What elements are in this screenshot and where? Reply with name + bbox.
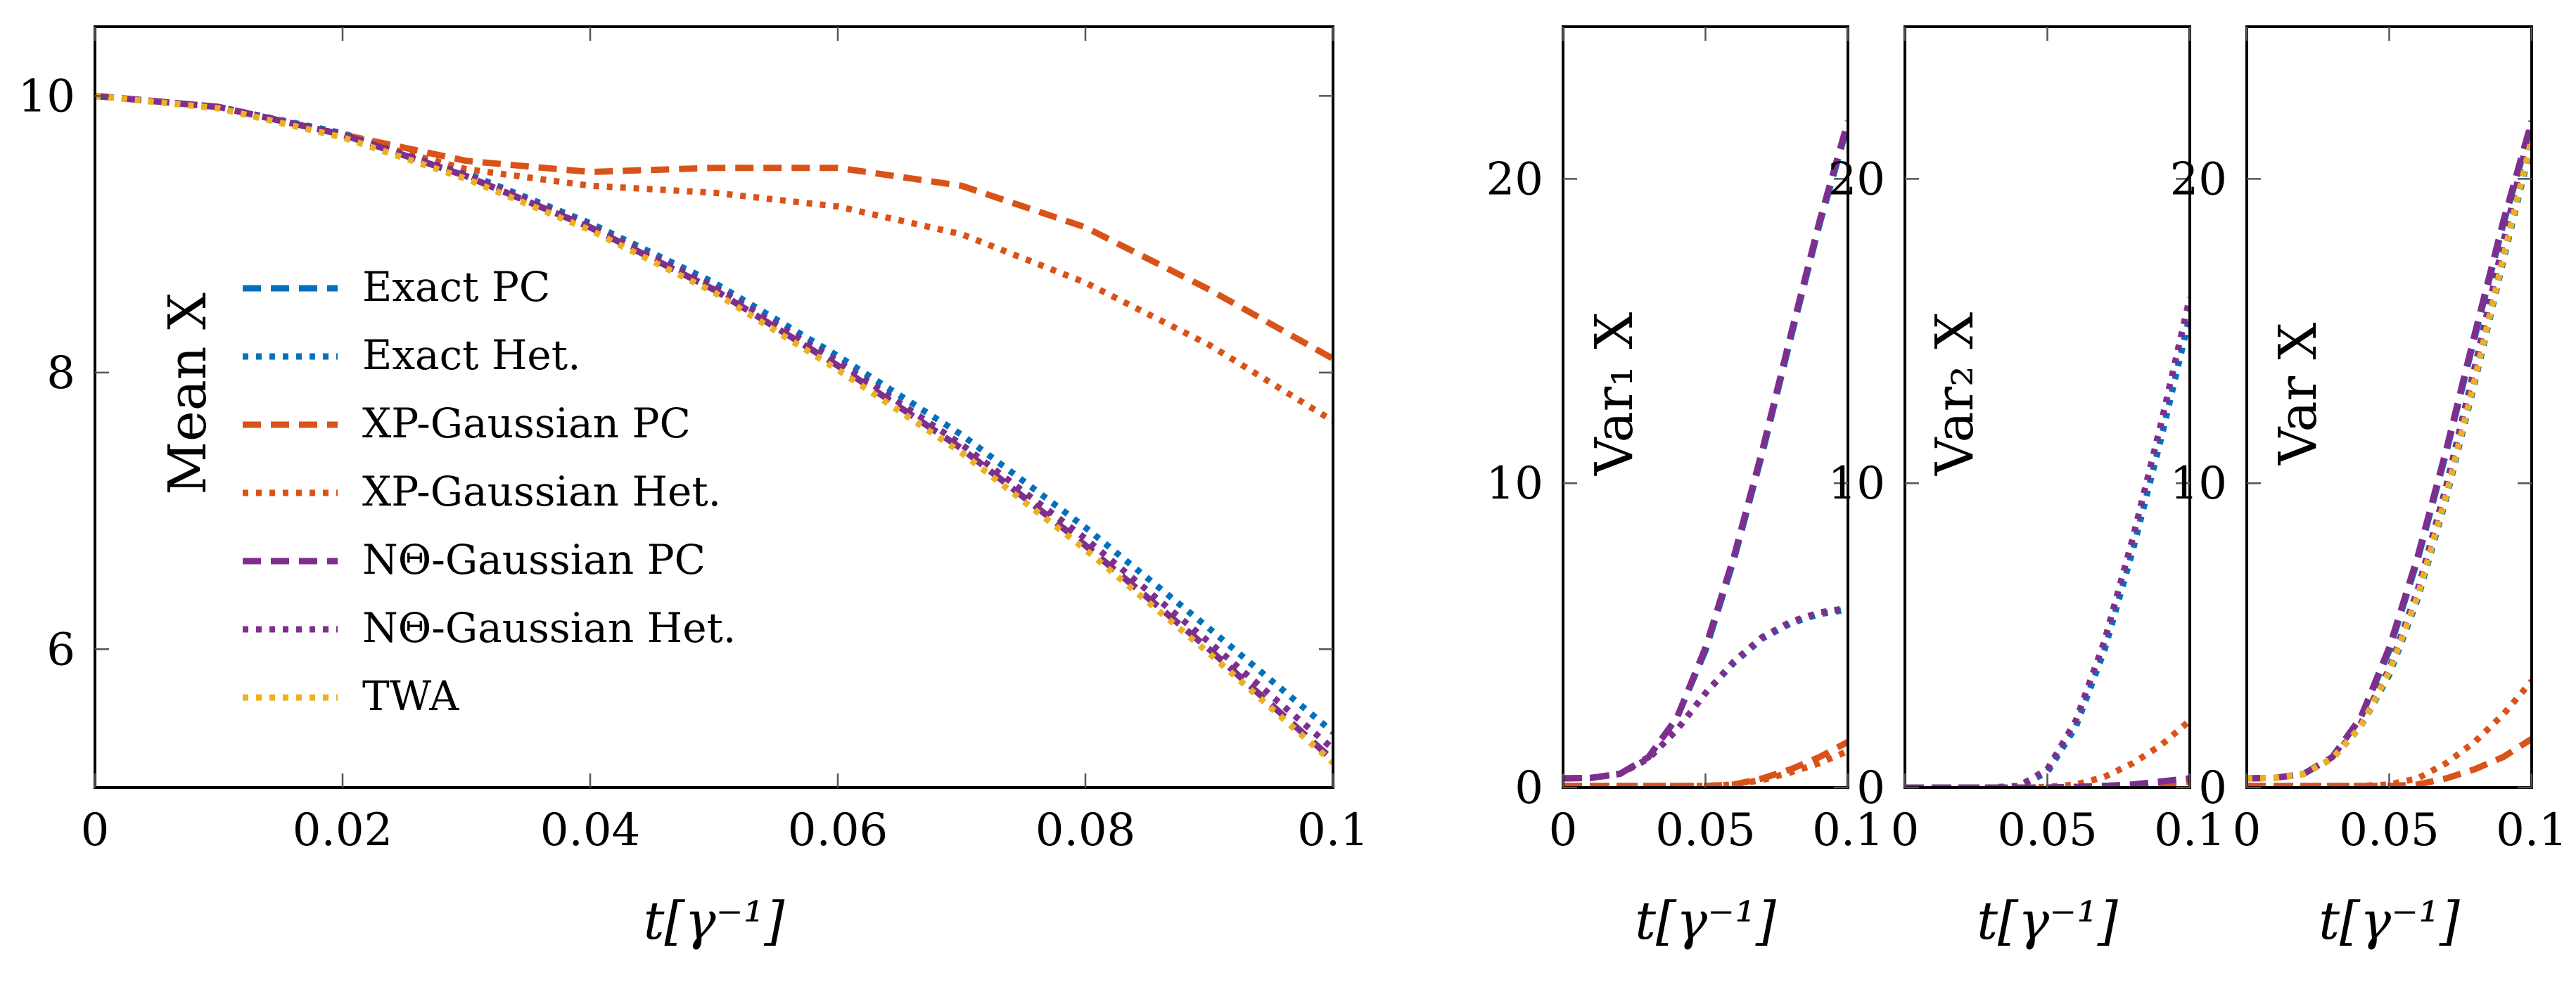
var2-xtick-label: 0.1 [2154, 804, 2226, 856]
series-line-mean-xp-gaussian-pc [95, 92, 1333, 362]
series-line-var2-xp-gaussian-het [1905, 718, 2190, 788]
mean-xtick-label: 0.06 [788, 804, 888, 856]
var2-ytick-label: 0 [1856, 762, 1885, 814]
legend-label-exact-het: Exact Het. [362, 331, 581, 379]
var2-xtick-label: 0 [1891, 804, 1920, 856]
var1-ytick-label: 20 [1486, 153, 1543, 205]
series-line-var-xp-gaussian-het [2247, 679, 2532, 788]
var1-ytick-label: 10 [1486, 458, 1543, 510]
var2-xtick-label: 0.05 [1997, 804, 2098, 856]
var-ytick-label: 0 [2198, 762, 2227, 814]
var1-y-axis-label: Var₁ X [1584, 312, 1645, 476]
mean-xtick-label: 0.1 [1297, 804, 1369, 856]
panel-mean-x: 0 0.02 0.04 0.06 0.08 0.1 6 8 10 t[γ⁻¹] Mean X Exac… [18, 25, 1369, 951]
legend-label-ntheta-gaussian-pc: NΘ-Gaussian PC [362, 536, 706, 584]
series-line-var2-ntheta-gaussian-pc [1905, 775, 2190, 788]
mean-ytick-label: 6 [46, 624, 75, 676]
series-line-var1-ntheta-gaussian-het [1563, 605, 1848, 782]
var2-ytick-label: 10 [1828, 458, 1885, 510]
var2-series-group [1905, 297, 2190, 788]
mean-xtick-label: 0.02 [293, 804, 393, 856]
series-line-mean-xp-gaussian-het [95, 92, 1333, 424]
legend-label-twa: TWA [362, 672, 459, 720]
var1-xtick-label: 0.1 [1812, 804, 1884, 856]
series-line-mean-exact-het [95, 92, 1333, 735]
mean-x-axis-label: t[γ⁻¹] [644, 891, 785, 951]
var-x-axis-label: t[γ⁻¹] [2319, 891, 2460, 951]
series-line-mean-twa [95, 92, 1333, 765]
var-y-axis-label: Var X [2268, 323, 2328, 466]
mean-xtick-label: 0 [81, 804, 110, 856]
legend-label-xp-gaussian-het: XP-Gaussian Het. [362, 468, 721, 515]
legend-label-exact-pc: Exact PC [362, 263, 550, 311]
var2-ytick-label: 20 [1828, 153, 1885, 205]
series-line-var2-ntheta-gaussian-het [1905, 297, 2190, 788]
mean-xtick-label: 0.04 [540, 804, 641, 856]
mean-axes-frame [94, 25, 1334, 789]
var-ytick-label: 20 [2170, 153, 2227, 205]
mean-ytick-label: 8 [46, 347, 75, 399]
var-ytick-label: 10 [2170, 458, 2227, 510]
legend: Exact PC Exact Het. XP-Gaussian PC XP-Gauss… [243, 263, 736, 720]
series-line-var1-ntheta-gaussian-pc [1563, 120, 1848, 782]
legend-label-ntheta-gaussian-het: NΘ-Gaussian Het. [362, 604, 736, 652]
series-line-var-ntheta-gaussian-pc [2247, 120, 2532, 782]
var-xtick-label: 0 [2233, 804, 2262, 856]
var1-xtick-label: 0 [1549, 804, 1578, 856]
var-xtick-label: 0.05 [2339, 804, 2440, 856]
mean-y-axis-label: Mean X [158, 293, 218, 495]
series-line-mean-ntheta-gaussian-pc [95, 92, 1333, 763]
mean-xtick-label: 0.08 [1035, 804, 1136, 856]
var2-y-axis-label: Var₂ X [1925, 312, 1985, 476]
var1-ytick-label: 0 [1515, 762, 1543, 814]
var1-x-axis-label: t[γ⁻¹] [1635, 891, 1776, 951]
legend-label-xp-gaussian-pc: XP-Gaussian PC [362, 399, 691, 447]
var2-x-axis-label: t[γ⁻¹] [1977, 891, 2118, 951]
mean-ytick-label: 10 [18, 70, 75, 122]
var-xtick-label: 0.1 [2496, 804, 2568, 856]
mean-series-group [95, 92, 1333, 765]
panel-var-x: 0 0.05 0.1 0 10 20 t[γ⁻¹] Var X [2170, 25, 2568, 951]
var1-xtick-label: 0.05 [1655, 804, 1756, 856]
